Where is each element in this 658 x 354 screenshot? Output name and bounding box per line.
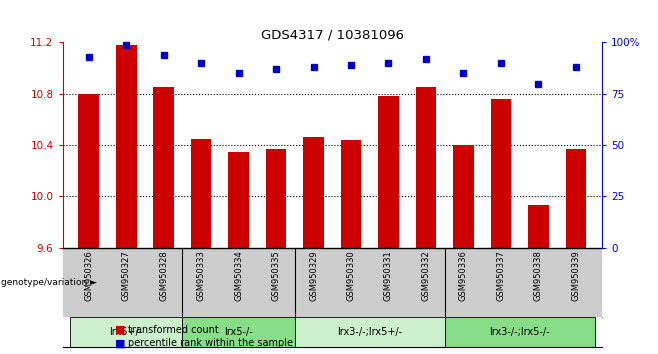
- Bar: [453, 145, 474, 248]
- Bar: [445, 317, 595, 347]
- Text: lrx3-/-;lrx5-/-: lrx3-/-;lrx5-/-: [490, 327, 550, 337]
- Text: GSM950339: GSM950339: [571, 251, 580, 301]
- Bar: [228, 152, 249, 248]
- Bar: [70, 317, 182, 347]
- Text: GSM950332: GSM950332: [422, 251, 430, 301]
- Bar: [153, 87, 174, 248]
- Text: GSM950328: GSM950328: [159, 251, 168, 301]
- Text: GSM950333: GSM950333: [197, 251, 206, 302]
- Text: GSM950337: GSM950337: [496, 251, 505, 302]
- Bar: [116, 45, 136, 248]
- Bar: [303, 137, 324, 248]
- Text: ■: ■: [115, 325, 126, 335]
- Text: genotype/variation ►: genotype/variation ►: [1, 278, 97, 287]
- Text: transformed count: transformed count: [128, 325, 219, 335]
- Text: lrx5+/-: lrx5+/-: [110, 327, 143, 337]
- Text: GSM950326: GSM950326: [84, 251, 93, 301]
- Text: lrx5-/-: lrx5-/-: [224, 327, 253, 337]
- Text: GSM950335: GSM950335: [272, 251, 280, 301]
- Text: lrx3-/-;lrx5+/-: lrx3-/-;lrx5+/-: [337, 327, 402, 337]
- Bar: [191, 139, 211, 248]
- Bar: [78, 94, 99, 248]
- Text: percentile rank within the sample: percentile rank within the sample: [128, 338, 293, 348]
- Text: GSM950330: GSM950330: [347, 251, 355, 301]
- Text: GSM950329: GSM950329: [309, 251, 318, 301]
- Text: ■: ■: [115, 338, 126, 348]
- Title: GDS4317 / 10381096: GDS4317 / 10381096: [261, 28, 404, 41]
- Bar: [182, 317, 295, 347]
- Bar: [266, 149, 286, 248]
- Text: GSM950334: GSM950334: [234, 251, 243, 301]
- Text: GSM950338: GSM950338: [534, 251, 543, 302]
- Bar: [295, 317, 445, 347]
- Bar: [416, 87, 436, 248]
- Bar: [528, 205, 549, 248]
- Bar: [378, 96, 399, 248]
- Bar: [491, 99, 511, 248]
- Text: GSM950336: GSM950336: [459, 251, 468, 302]
- Text: GSM950327: GSM950327: [122, 251, 131, 301]
- Text: GSM950331: GSM950331: [384, 251, 393, 301]
- Bar: [341, 140, 361, 248]
- Bar: [565, 149, 586, 248]
